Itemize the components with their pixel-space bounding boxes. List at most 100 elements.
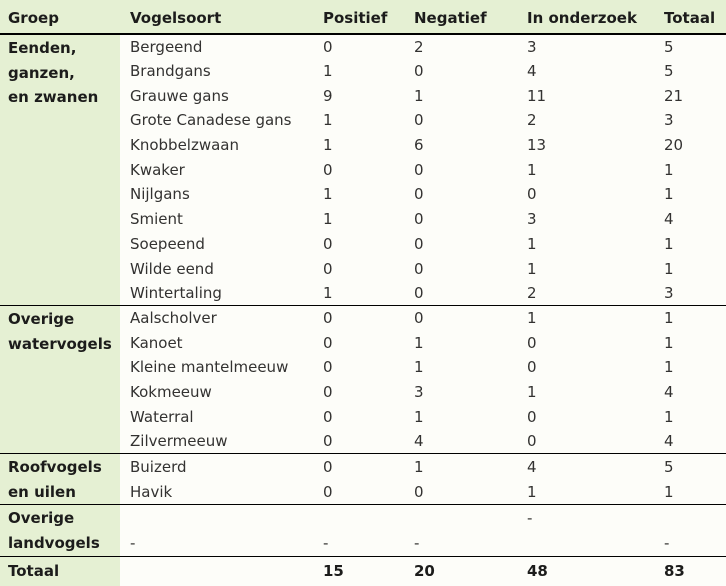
- total-label: Totaal: [0, 556, 120, 586]
- header-row: Groep Vogelsoort Positief Negatief In on…: [0, 0, 726, 35]
- species-cell: Soepeend: [130, 234, 205, 253]
- negatief-cell: 1: [414, 407, 424, 426]
- group-cell: Overige landvogels: [0, 504, 120, 557]
- totaal-cell: 4: [664, 210, 674, 229]
- species-cell: Buizerd: [130, 457, 187, 476]
- species-cell: Kokmeeuw: [130, 382, 212, 401]
- in-onderzoek-cell: 3: [527, 37, 537, 56]
- positief-cell: 1: [323, 111, 333, 130]
- group-line: Roofvogels: [8, 458, 102, 477]
- totaal-cell: 1: [664, 358, 674, 377]
- totaal-cell: 1: [664, 333, 674, 352]
- header-in-onderzoek: In onderzoek: [517, 0, 655, 35]
- species-cell: Kwaker: [130, 160, 185, 179]
- negatief-cell: 1: [414, 333, 424, 352]
- positief-cell: 1: [323, 210, 333, 229]
- positief-cell: 0: [315, 429, 405, 455]
- negatief-cell: 4: [405, 429, 517, 455]
- table-row: Roofvogels en uilen Buizerd 0 1 4 5: [0, 453, 726, 506]
- group-cell: Eenden, ganzen, en zwanen: [0, 34, 120, 307]
- in-onderzoek-cell: 1: [527, 382, 537, 401]
- group-line: en zwanen: [8, 88, 99, 107]
- positief-cell: 0: [323, 37, 333, 56]
- in-onderzoek-cell: -: [527, 508, 533, 527]
- total-totaal: 83: [664, 561, 685, 580]
- in-onderzoek-cell: 4: [527, 457, 537, 476]
- group-cell: Roofvogels en uilen: [0, 453, 120, 506]
- positief-cell: -: [315, 530, 405, 557]
- table-header: Groep Vogelsoort Positief Negatief In on…: [0, 0, 726, 35]
- totaal-cell: 5: [664, 37, 674, 56]
- positief-cell: 0: [323, 358, 333, 377]
- negatief-cell: 0: [405, 280, 517, 307]
- totaal-cell: -: [655, 530, 726, 557]
- totaal-cell: 1: [664, 234, 674, 253]
- species-cell: Grote Canadese gans: [130, 111, 292, 130]
- positief-cell: 0: [323, 407, 333, 426]
- species-cell: Nijlgans: [130, 185, 190, 204]
- species-cell: Kleine mantelmeeuw: [130, 358, 289, 377]
- negatief-cell: 0: [414, 259, 424, 278]
- header-groep: Groep: [0, 0, 120, 35]
- negatief-cell: 0: [414, 234, 424, 253]
- total-row: Totaal 15 20 48 83: [0, 556, 726, 586]
- table-row: Brandgans 1 0 4 5: [0, 59, 726, 84]
- totaal-cell: [655, 505, 726, 531]
- positief-cell: 0: [323, 382, 333, 401]
- table-row: Smient 1 0 3 4: [0, 207, 726, 232]
- in-onderzoek-cell: 3: [527, 210, 537, 229]
- negatief-cell: 0: [414, 210, 424, 229]
- negatief-cell: 0: [414, 309, 424, 328]
- in-onderzoek-cell: 0: [527, 333, 537, 352]
- totaal-cell: 20: [664, 136, 684, 155]
- total-empty-cell: [120, 556, 315, 586]
- in-onderzoek-cell: 0: [517, 429, 655, 455]
- table-body: Eenden, ganzen, en zwanen Bergeend 0 2 3 5 Brand…: [0, 34, 726, 557]
- table-row: Zilvermeeuw 0 4 0 4: [0, 429, 726, 455]
- species-cell: Smient: [130, 210, 183, 229]
- species-cell: Aalscholver: [130, 309, 217, 328]
- table-row: Wintertaling 1 0 2 3: [0, 280, 726, 307]
- positief-cell: 0: [323, 309, 333, 328]
- species-cell: Havik: [120, 479, 315, 506]
- species-cell: -: [120, 530, 315, 557]
- table-row: Kwaker 0 0 1 1: [0, 157, 726, 182]
- positief-cell: 0: [323, 457, 333, 476]
- table-footer: Totaal 15 20 48 83: [0, 556, 726, 586]
- total-negatief: 20: [414, 561, 435, 580]
- totaal-cell: 21: [664, 86, 684, 105]
- totaal-cell: 1: [664, 160, 674, 179]
- group-line: Overige: [8, 310, 75, 329]
- positief-cell: 1: [323, 136, 333, 155]
- species-cell: Bergeend: [130, 37, 203, 56]
- table-row: Overige landvogels -: [0, 504, 726, 557]
- totaal-cell: 1: [664, 407, 674, 426]
- in-onderzoek-cell: 1: [527, 160, 537, 179]
- positief-cell: 0: [323, 259, 333, 278]
- negatief-cell: 0: [414, 111, 424, 130]
- header-totaal: Totaal: [655, 0, 726, 35]
- positief-cell: 0: [323, 160, 333, 179]
- table-row: ----: [0, 530, 726, 557]
- negatief-cell: [405, 505, 517, 531]
- in-onderzoek-cell: 1: [527, 259, 537, 278]
- positief-cell: 1: [323, 185, 333, 204]
- negatief-cell: 1: [414, 358, 424, 377]
- table-row: Overige watervogels Aalscholver 0 0 1 1: [0, 305, 726, 455]
- positief-cell: 1: [315, 280, 405, 307]
- totaal-cell: 5: [664, 62, 674, 81]
- in-onderzoek-cell: 0: [527, 185, 537, 204]
- table-row: Waterral 0 1 0 1: [0, 404, 726, 429]
- totaal-cell: 3: [664, 111, 674, 130]
- table-row: Wilde eend 0 0 1 1: [0, 256, 726, 281]
- group-line: ganzen,: [8, 63, 75, 82]
- in-onderzoek-cell: 2: [517, 280, 655, 307]
- positief-cell: 0: [323, 333, 333, 352]
- header-negatief: Negatief: [405, 0, 517, 35]
- totaal-cell: 1: [664, 309, 674, 328]
- in-onderzoek-cell: 1: [517, 479, 655, 506]
- totaal-cell: 1: [664, 185, 674, 204]
- negatief-cell: 0: [414, 185, 424, 204]
- table-row: Knobbelzwaan 1 6 13 20: [0, 133, 726, 158]
